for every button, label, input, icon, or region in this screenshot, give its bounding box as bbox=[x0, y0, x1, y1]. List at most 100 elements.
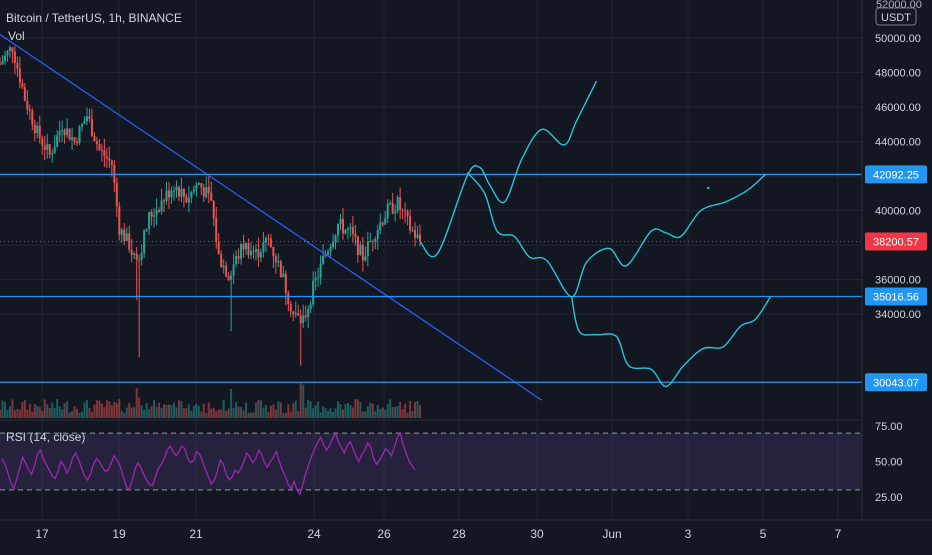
candle-body bbox=[212, 200, 215, 219]
price-tick-label: 46000.00 bbox=[875, 102, 921, 114]
candle-body bbox=[163, 200, 166, 202]
volume-bar bbox=[346, 403, 349, 418]
volume-bar bbox=[230, 388, 233, 418]
volume-bar bbox=[21, 402, 24, 418]
time-tick-label: 30 bbox=[530, 527, 544, 541]
volume-bar bbox=[371, 403, 374, 418]
volume-bar bbox=[369, 402, 372, 418]
volume-bar bbox=[356, 399, 359, 418]
candle-body bbox=[103, 150, 106, 157]
candle-body bbox=[232, 264, 235, 276]
candle-body bbox=[28, 109, 31, 111]
volume-bar bbox=[1, 400, 4, 418]
volume-bars bbox=[0, 382, 422, 418]
candle-body bbox=[85, 116, 88, 122]
candle-body bbox=[374, 238, 377, 242]
descending-trendline[interactable] bbox=[0, 34, 543, 401]
level-price-badge bbox=[865, 373, 927, 392]
volume-bar bbox=[351, 407, 354, 418]
volume-bar bbox=[88, 407, 91, 418]
candle-body bbox=[13, 51, 16, 63]
volume-bar bbox=[118, 399, 121, 418]
volume-bar bbox=[319, 412, 322, 418]
drawings[interactable] bbox=[0, 34, 862, 401]
price-tick-label: 50000.00 bbox=[875, 33, 921, 45]
candle-body bbox=[386, 203, 389, 219]
price-tick-label: 36000.00 bbox=[875, 275, 921, 287]
volume-bar bbox=[158, 402, 161, 418]
candle-body bbox=[11, 47, 14, 52]
candle-body bbox=[38, 125, 41, 139]
candle-body bbox=[115, 182, 118, 207]
volume-bar bbox=[210, 408, 213, 418]
candle-body bbox=[73, 137, 76, 142]
volume-bar bbox=[297, 411, 300, 418]
candle-body bbox=[332, 242, 335, 248]
volume-bar bbox=[155, 407, 158, 418]
candle-body bbox=[411, 230, 414, 232]
candle-body bbox=[105, 156, 108, 159]
currency-badge[interactable]: USDT bbox=[875, 7, 917, 26]
volume-bar bbox=[235, 402, 238, 418]
candle-body bbox=[100, 149, 103, 151]
candle-body bbox=[177, 186, 180, 197]
candle-body bbox=[215, 218, 218, 242]
candle-body bbox=[165, 190, 168, 202]
symbol-title[interactable]: Bitcoin / TetherUS, 1h, BINANCE bbox=[6, 11, 182, 25]
volume-bar bbox=[103, 407, 106, 418]
volume-bar bbox=[364, 411, 367, 418]
volume-bar bbox=[175, 407, 178, 418]
candle-body bbox=[225, 265, 228, 277]
candle-body bbox=[394, 211, 397, 214]
rsi-label[interactable]: RSI (14, close) bbox=[6, 430, 85, 444]
projection-path[interactable] bbox=[419, 80, 598, 258]
currency-badge-box bbox=[875, 7, 917, 26]
rsi-tick-label: 75.00 bbox=[875, 421, 903, 433]
candle-body bbox=[329, 247, 332, 252]
volume-bar bbox=[274, 409, 277, 418]
time-tick-label: Jun bbox=[602, 527, 621, 541]
projection-path[interactable] bbox=[466, 172, 766, 298]
candle-body bbox=[356, 236, 359, 256]
candle-body bbox=[262, 242, 265, 253]
volume-bar bbox=[414, 402, 417, 418]
projection-path[interactable] bbox=[570, 296, 771, 388]
candle-body bbox=[252, 250, 255, 252]
candle-body bbox=[155, 209, 158, 216]
candle-body bbox=[391, 202, 394, 214]
price-tick-label: 34000.00 bbox=[875, 309, 921, 321]
volume-bar bbox=[404, 403, 407, 418]
candle-body bbox=[23, 87, 26, 101]
candle-body bbox=[56, 135, 59, 147]
volume-bar bbox=[168, 404, 170, 418]
candle-body bbox=[61, 130, 64, 132]
candle-body bbox=[220, 254, 223, 268]
candle-body bbox=[140, 253, 143, 260]
volume-bar bbox=[322, 406, 325, 418]
rsi-band bbox=[0, 433, 862, 490]
volume-bar bbox=[195, 403, 198, 418]
volume-bar bbox=[254, 402, 257, 418]
candle-body bbox=[294, 313, 297, 315]
volume-bar bbox=[225, 410, 228, 418]
volume-label[interactable]: Vol bbox=[8, 29, 25, 43]
volume-bar bbox=[3, 402, 6, 418]
candle-body bbox=[344, 229, 347, 234]
volume-bar bbox=[376, 405, 379, 418]
candle-body bbox=[125, 233, 128, 242]
level-price-text: 35016.56 bbox=[873, 291, 919, 303]
candle-body bbox=[346, 228, 349, 230]
volume-bar bbox=[73, 406, 76, 418]
candle-body bbox=[95, 141, 98, 145]
candle-body bbox=[307, 309, 310, 318]
volume-bar bbox=[145, 402, 148, 418]
candle-body bbox=[118, 206, 121, 235]
candle-body bbox=[354, 233, 357, 237]
volume-bar bbox=[125, 407, 128, 418]
candle-body bbox=[150, 211, 153, 217]
volume-bar bbox=[98, 400, 101, 418]
candle-body bbox=[269, 238, 272, 247]
volume-bar bbox=[292, 403, 295, 418]
volume-bar bbox=[324, 407, 327, 418]
